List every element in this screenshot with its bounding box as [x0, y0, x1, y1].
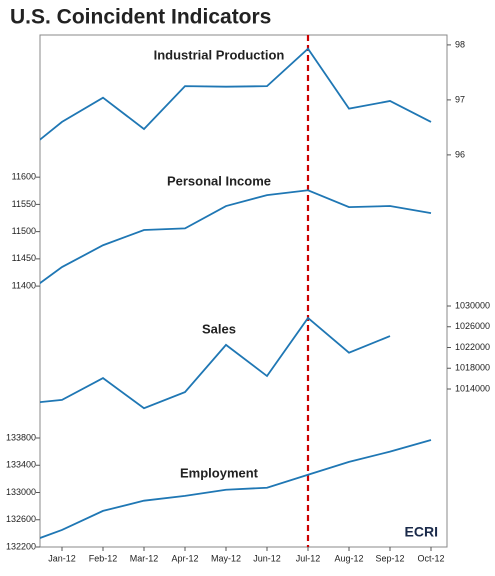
y-tick-label: 1014000 — [455, 383, 490, 393]
x-tick-label: May-12 — [211, 553, 241, 563]
series-line — [40, 439, 432, 539]
x-tick-label: Aug-12 — [334, 553, 363, 563]
y-tick-label: 98 — [455, 39, 465, 49]
series-line — [40, 47, 432, 141]
y-tick-label: 11400 — [12, 280, 36, 290]
series-label: Industrial Production — [154, 47, 285, 62]
y-tick-label: 11500 — [12, 226, 36, 236]
x-tick-label: Jan-12 — [48, 553, 76, 563]
y-tick-label: 1026000 — [455, 321, 490, 331]
series-line — [40, 189, 432, 285]
y-tick-label: 11550 — [12, 199, 36, 209]
plot-frame — [39, 34, 448, 548]
y-tick-label: 132200 — [6, 541, 36, 551]
y-tick-label: 97 — [455, 94, 465, 104]
plot-area — [40, 47, 432, 539]
x-tick-label: Mar-12 — [130, 553, 159, 563]
series-label: Employment — [180, 465, 259, 480]
x-tick-label: Feb-12 — [89, 553, 118, 563]
series-line — [40, 316, 391, 410]
x-tick-label: Oct-12 — [417, 553, 444, 563]
y-tick-label: 132600 — [6, 514, 36, 524]
y-tick-label: 11450 — [12, 253, 36, 263]
x-tick-label: Sep-12 — [375, 553, 404, 563]
y-tick-label: 1030000 — [455, 300, 490, 310]
series-label: Sales — [202, 321, 236, 336]
y-tick-label: 1022000 — [455, 342, 490, 352]
y-tick-label: 133000 — [6, 487, 36, 497]
y-tick-label: 133400 — [6, 460, 36, 470]
series-label: Personal Income — [167, 173, 271, 188]
y-tick-label: 1018000 — [455, 363, 490, 373]
y-tick-label: 96 — [455, 149, 465, 159]
y-tick-label: 133800 — [6, 432, 36, 442]
x-tick-label: Apr-12 — [171, 553, 198, 563]
x-tick-label: Jul-12 — [296, 553, 321, 563]
chart-title: U.S. Coincident Indicators — [10, 6, 271, 29]
x-tick-label: Jun-12 — [253, 553, 281, 563]
brand-logo: ECRI — [405, 524, 438, 540]
y-tick-label: 11600 — [12, 172, 36, 182]
